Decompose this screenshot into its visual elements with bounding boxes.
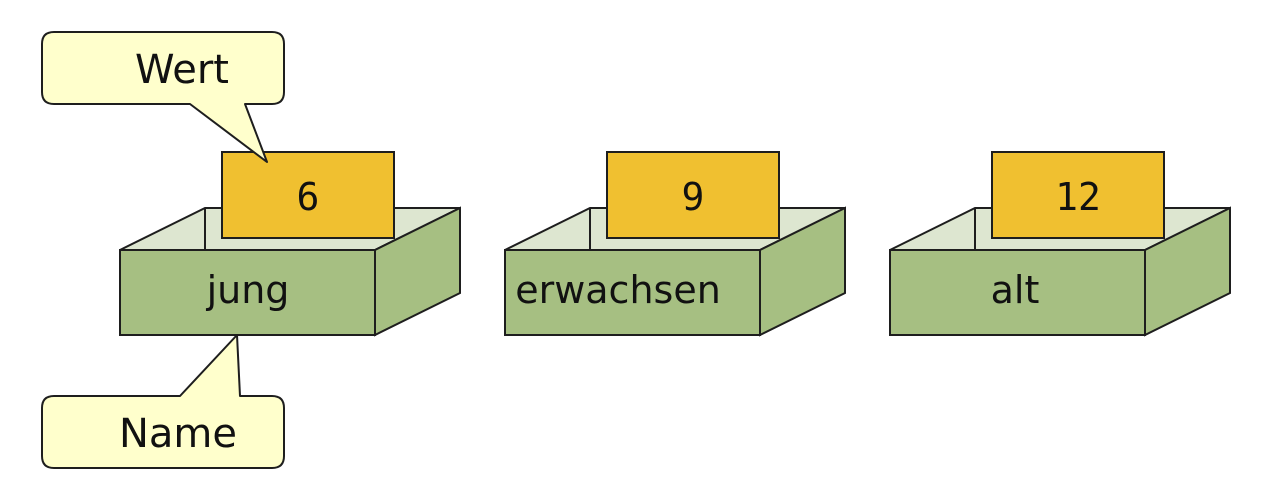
variable-box-alt: 12 alt [889, 151, 1231, 337]
value-text: 12 [1055, 175, 1101, 219]
box-name-label: jung [206, 268, 290, 312]
callout-value: Wert [41, 31, 285, 163]
box-front [889, 249, 1146, 336]
variable-box-erwachsen: 9 erwachsen [504, 151, 846, 337]
variable-box-jung: 6 jung [119, 151, 461, 337]
box-front [119, 249, 376, 336]
callout-name: Name [41, 334, 285, 469]
callout-bubble [41, 334, 285, 469]
value-card [606, 151, 780, 239]
box-side [1144, 206, 1231, 337]
box-name-label: alt [991, 268, 1040, 312]
callout-bubble [41, 31, 285, 163]
box-side [374, 206, 461, 337]
value-text: 6 [297, 175, 320, 219]
callout-label: Name [119, 411, 237, 457]
value-card [221, 151, 395, 239]
box-name-label: erwachsen [515, 268, 721, 312]
value-text: 9 [682, 175, 705, 219]
value-card [991, 151, 1165, 239]
box-side [759, 206, 846, 337]
box-front [504, 249, 761, 336]
callout-label: Wert [135, 47, 229, 93]
